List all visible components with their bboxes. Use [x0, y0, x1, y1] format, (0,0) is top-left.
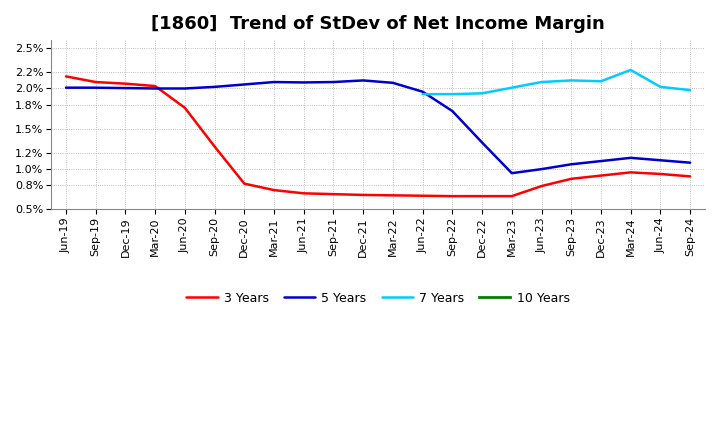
3 Years — [537, 183, 546, 189]
3 Years — [359, 192, 367, 198]
3 Years — [418, 193, 427, 198]
7 Years — [537, 79, 546, 84]
3 Years — [508, 194, 516, 199]
5 Years — [270, 79, 279, 84]
5 Years — [62, 85, 71, 90]
7 Years — [597, 79, 606, 84]
5 Years — [567, 161, 575, 167]
5 Years — [537, 166, 546, 172]
5 Years — [597, 158, 606, 164]
7 Years — [567, 78, 575, 83]
3 Years — [686, 174, 695, 179]
5 Years — [448, 108, 456, 114]
5 Years — [626, 155, 635, 161]
3 Years — [656, 171, 665, 176]
3 Years — [91, 79, 100, 84]
Title: [1860]  Trend of StDev of Net Income Margin: [1860] Trend of StDev of Net Income Marg… — [151, 15, 605, 33]
7 Years — [478, 91, 487, 96]
5 Years — [300, 80, 308, 85]
3 Years — [448, 194, 456, 199]
5 Years — [91, 85, 100, 90]
3 Years — [210, 144, 219, 149]
5 Years — [151, 86, 160, 91]
Line: 7 Years: 7 Years — [423, 70, 690, 94]
5 Years — [121, 85, 130, 91]
7 Years — [418, 92, 427, 97]
3 Years — [626, 170, 635, 175]
5 Years — [389, 80, 397, 85]
5 Years — [686, 160, 695, 165]
3 Years — [478, 194, 487, 199]
3 Years — [270, 187, 279, 193]
Legend: 3 Years, 5 Years, 7 Years, 10 Years: 3 Years, 5 Years, 7 Years, 10 Years — [181, 287, 575, 310]
3 Years — [300, 191, 308, 196]
7 Years — [686, 88, 695, 93]
5 Years — [478, 140, 487, 145]
3 Years — [597, 173, 606, 178]
3 Years — [389, 193, 397, 198]
3 Years — [151, 84, 160, 89]
5 Years — [418, 89, 427, 94]
3 Years — [240, 181, 248, 186]
3 Years — [121, 81, 130, 86]
3 Years — [181, 105, 189, 110]
7 Years — [656, 84, 665, 89]
7 Years — [626, 67, 635, 73]
7 Years — [448, 92, 456, 97]
5 Years — [210, 84, 219, 89]
5 Years — [329, 79, 338, 84]
3 Years — [329, 191, 338, 197]
5 Years — [359, 78, 367, 83]
5 Years — [181, 86, 189, 91]
Line: 5 Years: 5 Years — [66, 81, 690, 173]
7 Years — [508, 85, 516, 90]
5 Years — [240, 82, 248, 87]
5 Years — [656, 158, 665, 163]
3 Years — [567, 176, 575, 181]
3 Years — [62, 74, 71, 79]
Line: 3 Years: 3 Years — [66, 77, 690, 196]
5 Years — [508, 171, 516, 176]
